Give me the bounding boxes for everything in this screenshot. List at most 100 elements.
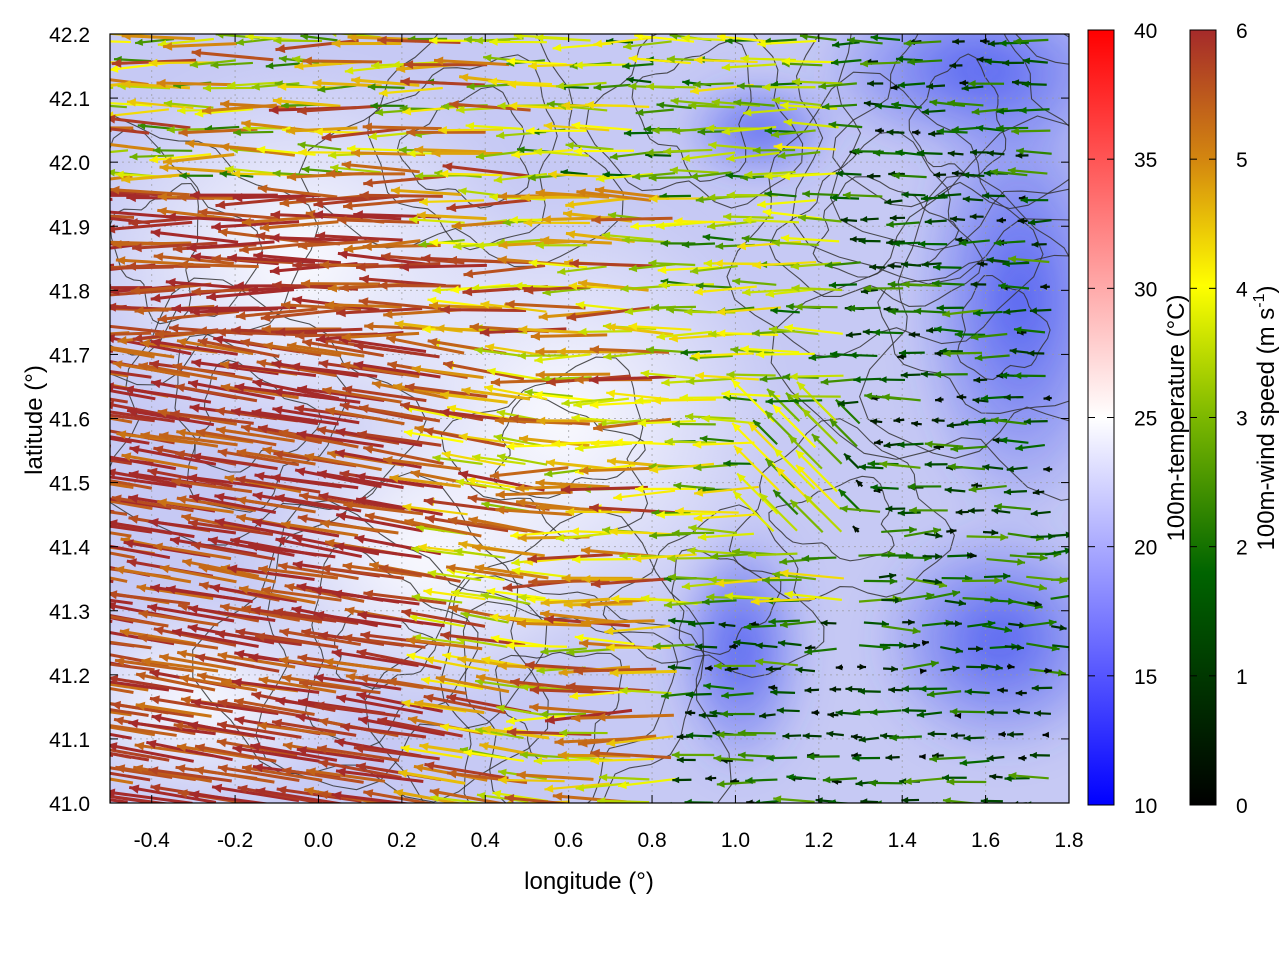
wind-vector-head [517, 533, 527, 543]
wind-vector [275, 38, 359, 52]
wind-vector-head [191, 698, 202, 708]
wind-vector-head [955, 509, 963, 516]
wind-vector [743, 218, 800, 224]
wind-vector [110, 127, 150, 135]
wind-vector-head [274, 493, 285, 503]
wind-vector-head [947, 150, 955, 157]
wind-vector-head [92, 587, 102, 596]
wind-vector [362, 125, 442, 131]
contour-line [495, 651, 623, 762]
wind-vector [227, 81, 280, 87]
wind-vector [723, 215, 774, 219]
wind-vector-head [507, 80, 517, 89]
wind-vector-head [1007, 663, 1015, 670]
wind-vector-head [110, 64, 119, 73]
wind-vector [110, 369, 152, 379]
wind-vector-head [575, 301, 585, 310]
wind-vector-head [434, 169, 443, 178]
wind-vector-head [868, 779, 877, 787]
wind-vector [591, 216, 673, 222]
wind-vector-head [618, 781, 627, 790]
wind-vector-head [959, 759, 968, 767]
wind-vector [110, 798, 128, 803]
wind-vector-head [248, 285, 259, 295]
wind-vector-head [261, 324, 271, 334]
wind-vector-head [224, 474, 235, 484]
wind-vector [742, 288, 796, 294]
wind-vector [356, 649, 442, 670]
wind-vector-head [788, 435, 798, 444]
wind-vector [571, 558, 631, 561]
wind-vector-head [690, 172, 699, 180]
wind-vector [217, 765, 300, 782]
wind-vector-head [660, 239, 669, 247]
wind-vector [645, 85, 696, 89]
wind-vector-head [235, 475, 246, 485]
wind-vector [684, 415, 736, 420]
wind-vector-head [140, 339, 151, 349]
wind-vector [439, 392, 508, 404]
wind-vector-head [909, 506, 917, 514]
wind-vector-head [459, 73, 469, 82]
y-tick-label: 41.5 [49, 473, 90, 496]
wind-vector-head [416, 211, 426, 220]
wind-vector-head [1030, 509, 1038, 517]
wind-vector-head [211, 254, 221, 264]
wind-vector-head [301, 628, 312, 638]
wind-vector [254, 634, 339, 649]
wind-vector-head [447, 255, 457, 265]
wind-vector-head [497, 255, 507, 265]
wind-vector [393, 790, 464, 803]
wind-vector [356, 261, 441, 270]
wind-vector-head [495, 505, 505, 515]
wind-vector-head [241, 424, 252, 433]
wind-vector [791, 80, 843, 85]
wind-vector [110, 509, 115, 514]
wind-vector [158, 654, 237, 672]
x-tick-label: 1.6 [971, 829, 1000, 852]
wind-vector [397, 770, 466, 785]
wind-vector-head [188, 519, 199, 529]
wind-vector-head [501, 613, 511, 623]
wind-vector-head [506, 727, 517, 737]
wind-vector-head [363, 789, 374, 798]
wind-vector-head [918, 240, 926, 248]
wind-vector-head [505, 442, 515, 451]
wind-vector-head [856, 480, 863, 487]
wind-vector-head [933, 370, 942, 379]
wind-vector-head [786, 303, 794, 311]
wind-vector-head [850, 733, 858, 741]
wind-vector-head [707, 193, 716, 202]
wind-vector-head [632, 554, 642, 563]
wind-vector [781, 60, 841, 64]
wind-vector-head [409, 215, 418, 224]
wind-vector-head [544, 615, 554, 625]
wind-vector [716, 331, 779, 336]
wind-vector-head [952, 665, 960, 673]
wind-vector-head [860, 60, 868, 68]
wind-vector-head [26, 267, 36, 276]
wind-vector-head [737, 241, 746, 251]
wind-vector-head [321, 132, 332, 142]
wind-vector-head [157, 408, 168, 418]
wind-vector-head [121, 175, 131, 184]
wind-vector [447, 258, 531, 265]
wind-vector-head [916, 149, 925, 157]
wind-vector [401, 609, 486, 628]
wind-vector-head [132, 333, 143, 343]
wind-vector [190, 700, 279, 716]
wind-vector-head [519, 434, 529, 444]
wind-vector-head [919, 685, 927, 693]
wind-vector-head [339, 469, 350, 479]
wind-vector-head [272, 96, 282, 106]
wind-vector-head [802, 732, 810, 740]
wind-vector [206, 288, 295, 299]
wind-vector-head [959, 79, 967, 86]
wind-vector [140, 432, 219, 448]
wind-vector [335, 429, 423, 448]
wind-vector-head [544, 469, 553, 478]
wind-vector-head [299, 679, 309, 688]
wind-vector-head [920, 370, 928, 378]
wind-vector-head [110, 286, 120, 296]
